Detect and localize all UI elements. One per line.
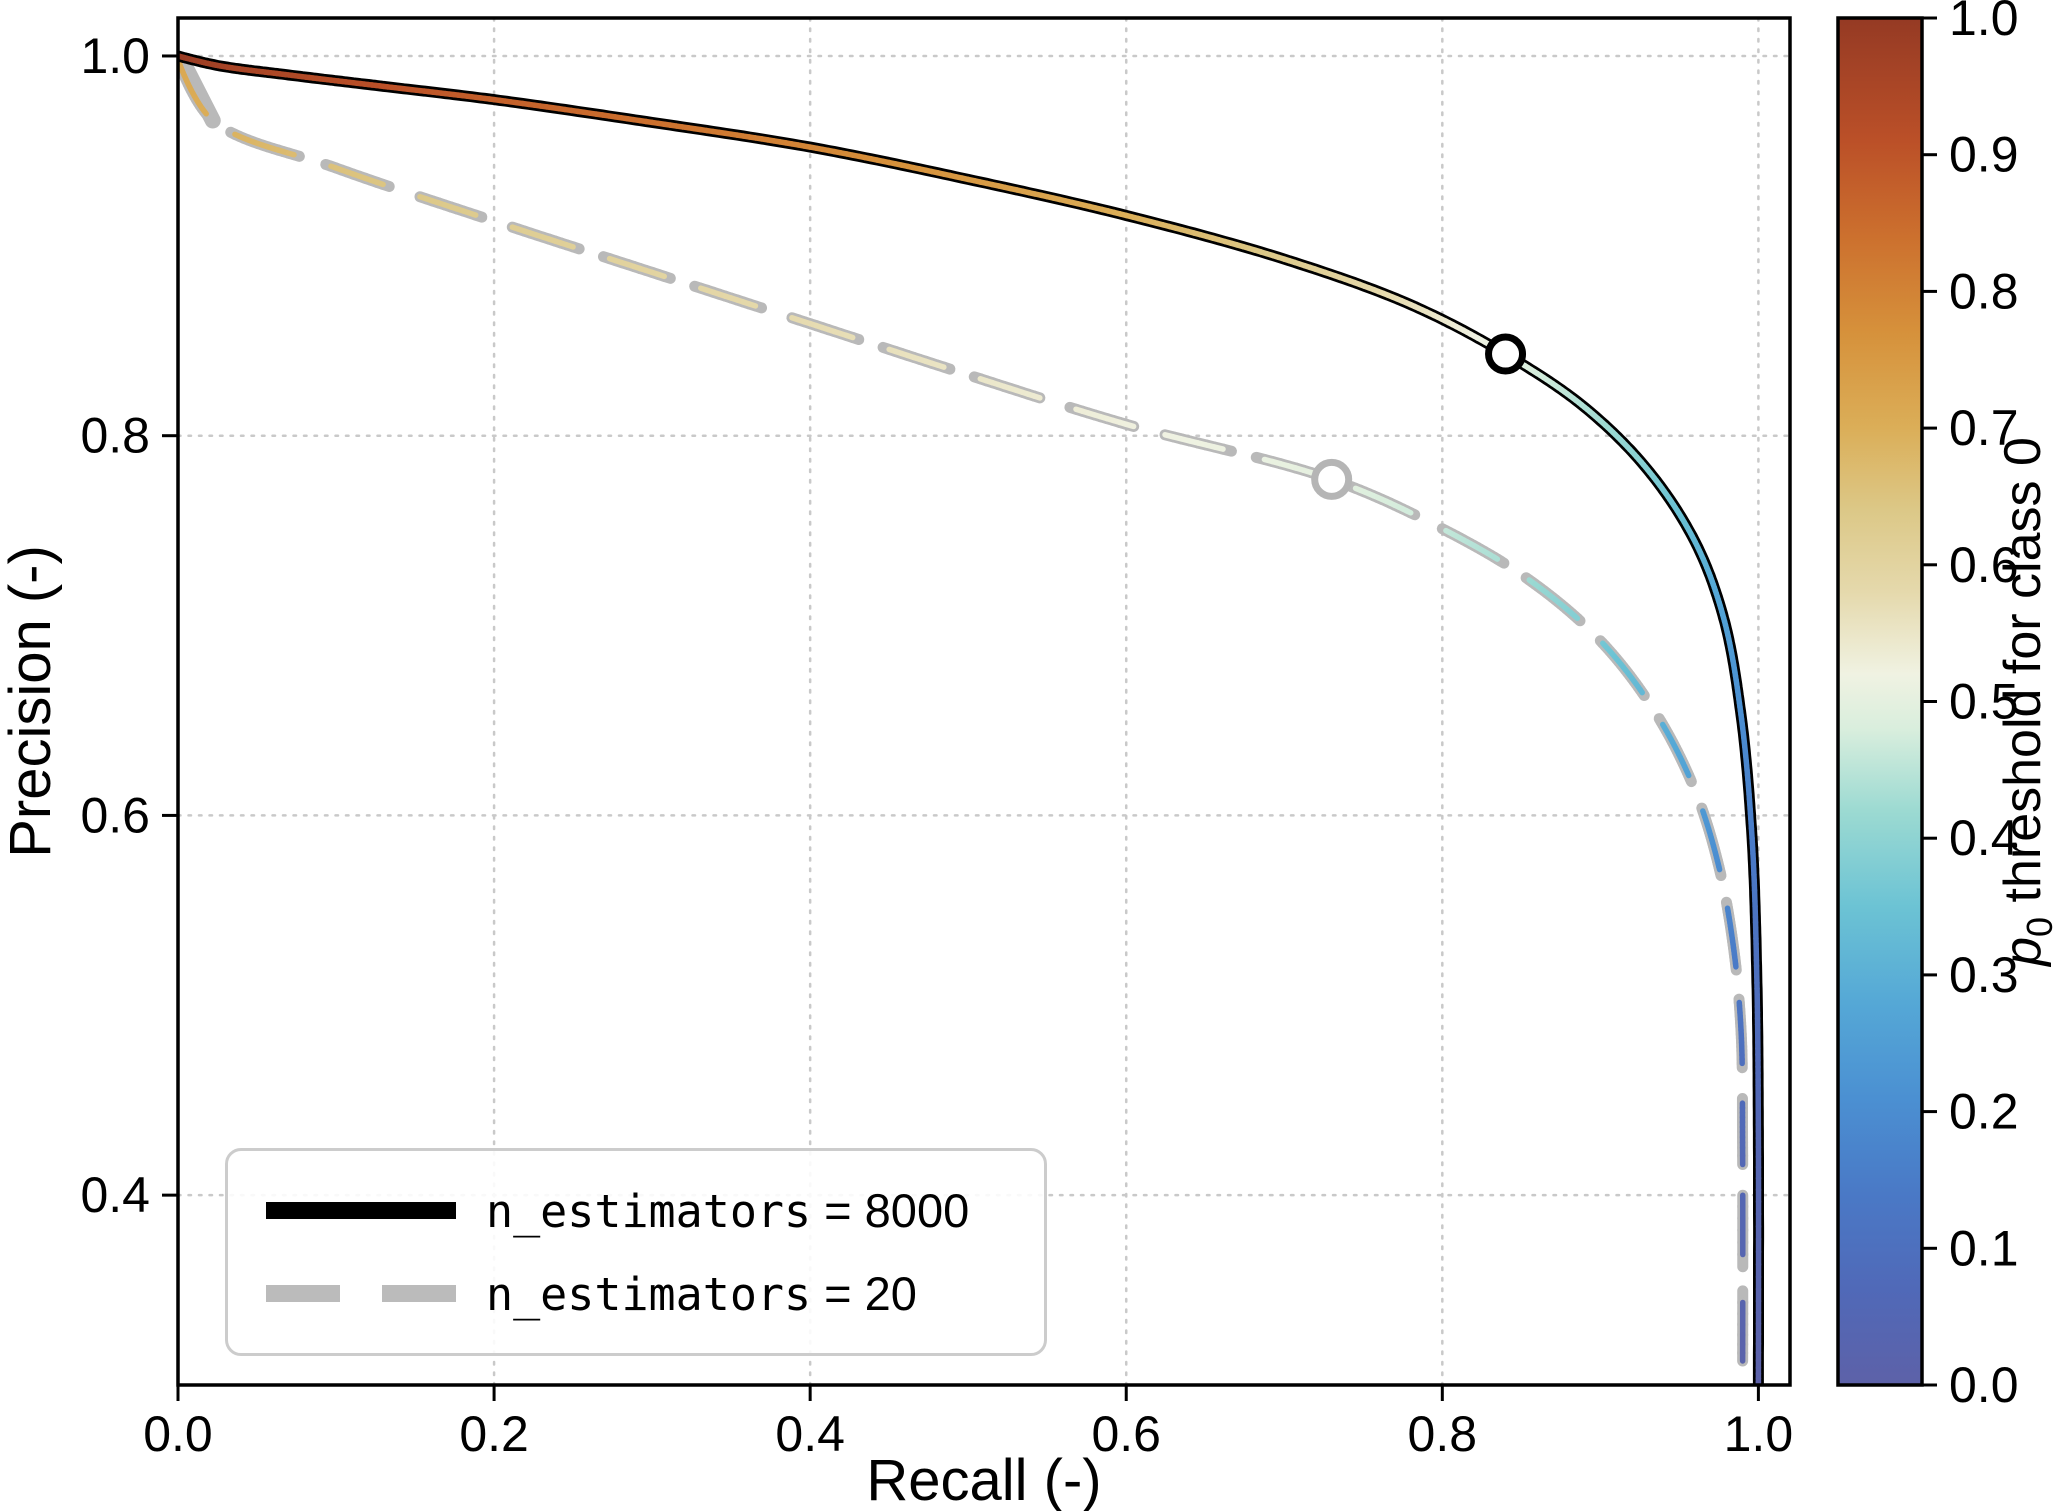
- colorbar-label: p0 threshold for class 0: [1994, 437, 2060, 968]
- colorbar-tick-label: 0.5: [1949, 674, 2019, 730]
- colorbar-tick-label: 0.3: [1949, 947, 2019, 1003]
- legend: n_estimators = 8000 n_estimators = 20: [225, 1148, 1047, 1356]
- colorbar-tick-label: 0.7: [1949, 400, 2019, 456]
- axis-tick-labels: 0.0 0.2 0.4 0.6 0.8 1.0 0.4 0.6 0.8 1.0: [80, 28, 1793, 1462]
- legend-label-code: n_estimators: [486, 1268, 812, 1321]
- marker-threshold-8000: [1485, 333, 1527, 375]
- pr-curves: [177, 50, 1765, 1386]
- x-tick-label: 1.0: [1724, 1406, 1794, 1462]
- colorbar-tick-label: 0.2: [1949, 1084, 2019, 1140]
- colorbar: 1.0 0.9 0.8 0.7 0.6 0.5 0.4 0.3 0.2 0.1 0.0 p0 thre…: [1836, 0, 2060, 1413]
- colorbar-gradient: [1836, 16, 1924, 1387]
- colorbar-tick-label: 0.6: [1949, 537, 2019, 593]
- pr-curve-8000: [177, 50, 1765, 1386]
- y-tick-label: 0.8: [80, 408, 150, 464]
- colorbar-tick-label: 1.0: [1949, 0, 2019, 46]
- y-tick-label: 1.0: [80, 28, 150, 84]
- y-axis-label: Precision (-): [0, 545, 63, 858]
- colorbar-tick-label: 0.9: [1949, 127, 2019, 183]
- colorbar-tick-label: 0.4: [1949, 810, 2019, 866]
- legend-label-rest: = 8000: [811, 1184, 970, 1237]
- y-tick-label: 0.4: [80, 1167, 150, 1223]
- x-tick-label: 0.0: [143, 1406, 213, 1462]
- x-tick-label: 0.2: [459, 1406, 529, 1462]
- legend-item-20: n_estimators = 20: [266, 1270, 1044, 1317]
- pr-curve-20: [177, 53, 1749, 1367]
- x-tick-label: 0.6: [1091, 1406, 1161, 1462]
- marker-threshold-20: [1311, 458, 1353, 500]
- legend-label-code: n_estimators: [486, 1185, 812, 1238]
- y-tick-label: 0.6: [80, 787, 150, 843]
- axes-frame: [176, 16, 1792, 1387]
- legend-label: n_estimators = 20: [486, 1270, 917, 1317]
- threshold-markers: [1311, 333, 1527, 500]
- x-tick-label: 0.4: [775, 1406, 845, 1462]
- x-tick-label: 0.8: [1408, 1406, 1478, 1462]
- axis-ticks: [162, 54, 1760, 1401]
- legend-label: n_estimators = 8000: [486, 1187, 969, 1234]
- colorbar-tick-label: 0.0: [1949, 1357, 2019, 1413]
- legend-line-sample-solid: [266, 1202, 456, 1219]
- legend-label-rest: = 20: [811, 1267, 917, 1320]
- colorbar-tick-label: 0.1: [1949, 1220, 2019, 1276]
- legend-item-8000: n_estimators = 8000: [266, 1187, 1044, 1234]
- colorbar-tick-label: 0.8: [1949, 263, 2019, 319]
- x-axis-label: Recall (-): [866, 1448, 1101, 1511]
- legend-line-sample-dashed: [266, 1285, 456, 1302]
